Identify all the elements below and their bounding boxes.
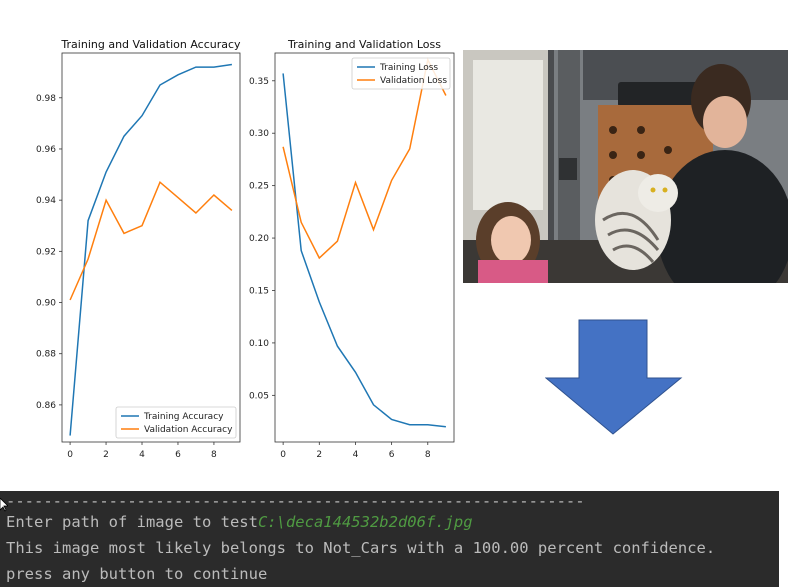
chart-1-xtick-label: 6 <box>389 450 395 460</box>
chart-1-xtick-label: 0 <box>280 450 286 460</box>
down-arrow-shape <box>544 319 683 435</box>
chart-0-xtick-label: 4 <box>139 450 145 460</box>
chart-1-ytick-label: 0.20 <box>249 234 269 244</box>
chart-1-ytick-label: 0.25 <box>249 182 269 192</box>
chart-0-legend-label: Validation Accuracy <box>144 425 233 435</box>
loss-chart: Training and Validation Loss 0.05 0.10 0.15… <box>248 30 463 460</box>
chart-1-series-0-line <box>282 73 446 428</box>
chart-0-series-1-line <box>69 180 233 301</box>
chart-1-ytick-label: 0.15 <box>249 286 269 296</box>
chart-0-legend-box <box>115 406 237 439</box>
chart-1-legend-label: Validation Loss <box>380 76 447 86</box>
chart-0-legend-label: Training Accuracy <box>143 412 224 422</box>
terminal-prompt: Enter path of image to test <box>6 513 258 531</box>
chart-1-frame <box>274 52 455 443</box>
chart-1-legend: Training Loss Validation Loss <box>351 57 451 90</box>
chart-0-series-0-line <box>69 63 233 436</box>
chart-0-ytick-label: 0.90 <box>36 299 56 309</box>
chart-0-legend: Training Accuracy Validation Accuracy <box>115 406 237 439</box>
chart-0-ytick-label: 0.96 <box>36 145 56 155</box>
down-arrow-icon <box>544 318 685 442</box>
chart-0-ytick-label: 0.94 <box>36 196 56 206</box>
terminal-prompt-line: Enter path of image to testC:\deca144532… <box>6 513 473 531</box>
snowy-owl-photo <box>463 50 788 283</box>
chart-0-frame <box>61 52 241 443</box>
chart-1-ytick-label: 0.10 <box>249 339 269 349</box>
chart-1-ytick-label: 0.05 <box>249 391 269 401</box>
loss-chart-svg: Training and Validation Loss 0.05 0.10 0.15… <box>249 38 455 460</box>
chart-1-ytick-label: 0.30 <box>249 129 269 139</box>
chart-0-xtick-label: 0 <box>67 450 73 460</box>
chart-1-title: Training and Validation Loss <box>287 38 441 51</box>
chart-0-xtick-label: 8 <box>211 450 217 460</box>
accuracy-chart-svg: Training and Validation Accuracy 0.86 0.88… <box>36 38 241 460</box>
chart-0-xtick-label: 6 <box>175 450 181 460</box>
accuracy-chart: Training and Validation Accuracy 0.86 0.88… <box>0 30 248 460</box>
terminal-result: This image most likely belongs to Not_Ca… <box>6 539 716 557</box>
chart-1-series-1-line <box>282 57 447 260</box>
chart-1-ytick-label: 0.35 <box>249 77 269 87</box>
chart-1-xtick-label: 2 <box>316 450 322 460</box>
chart-1-legend-box <box>351 57 451 90</box>
chart-0-ytick-label: 0.88 <box>36 350 56 360</box>
chart-0-xtick-label: 2 <box>103 450 109 460</box>
mouse-cursor-icon <box>0 497 9 512</box>
chart-0-ytick-label: 0.92 <box>36 247 56 257</box>
terminal-separator: ----------------------------------------… <box>6 492 585 510</box>
chart-0-ytick-label: 0.98 <box>36 94 56 104</box>
chart-0-ytick-label: 0.86 <box>36 401 56 411</box>
terminal-continue: press any button to continue <box>6 565 268 583</box>
chart-1-xtick-label: 8 <box>425 450 431 460</box>
chart-1-xtick-label: 4 <box>353 450 359 460</box>
chart-1-legend-label: Training Loss <box>379 63 438 73</box>
chart-0-title: Training and Validation Accuracy <box>60 38 241 51</box>
terminal-input-path: C:\deca144532b2d06f.jpg <box>257 513 473 531</box>
terminal-output: ----------------------------------------… <box>0 491 779 587</box>
